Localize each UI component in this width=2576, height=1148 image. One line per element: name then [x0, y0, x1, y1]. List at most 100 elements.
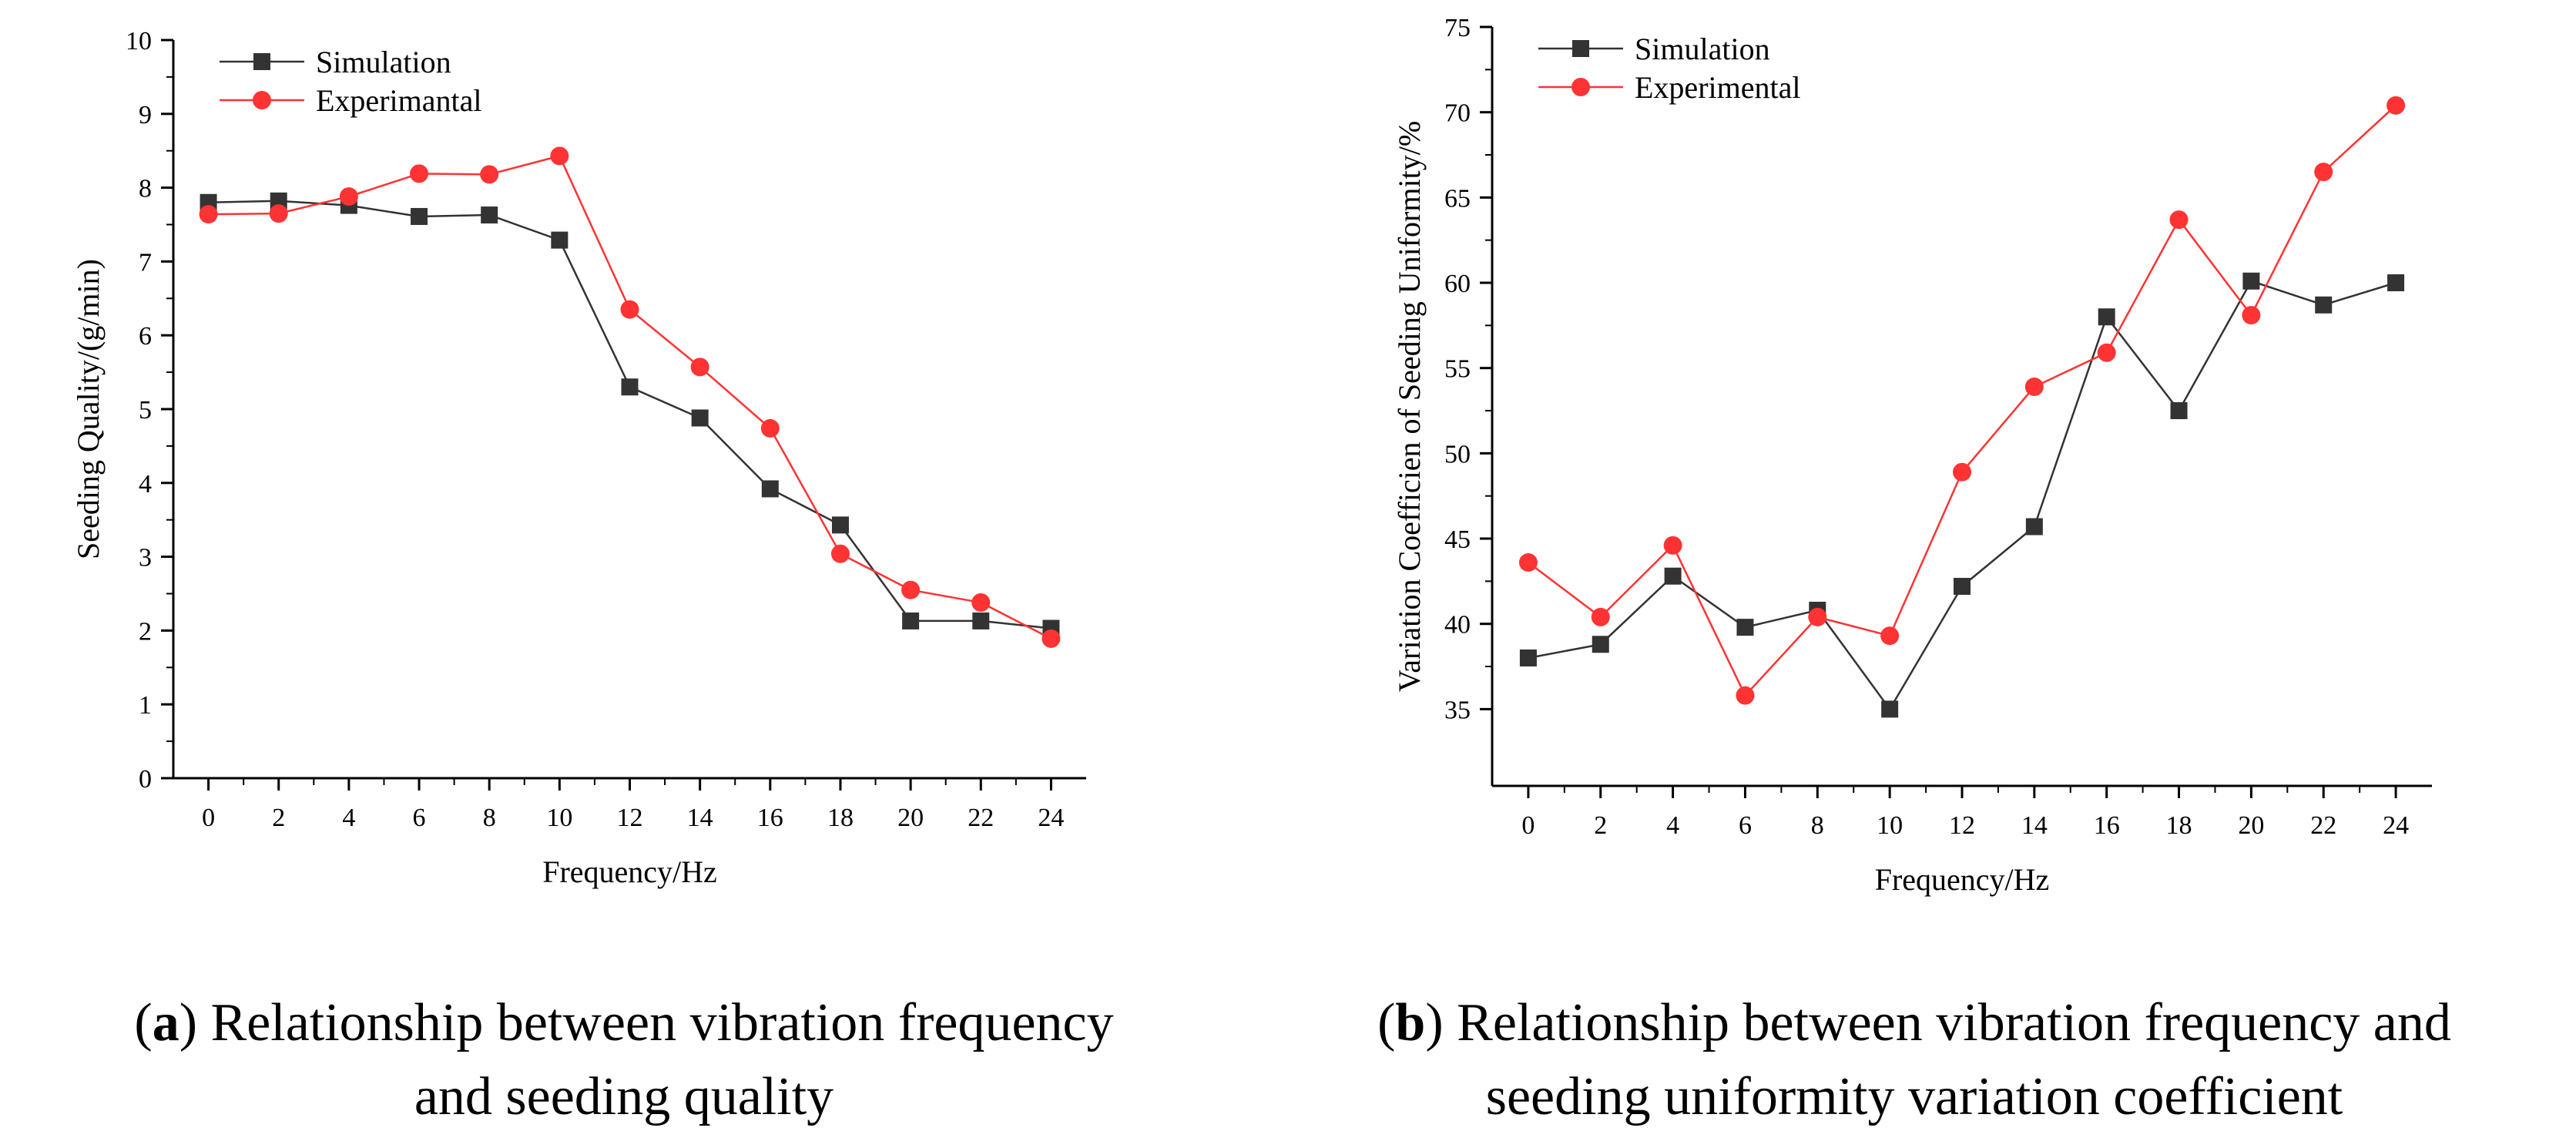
legend-marker: [253, 91, 271, 109]
series-line-1: [1528, 104, 2397, 697]
caption-a-text-line1: Relationship between vibration frequency: [197, 993, 1114, 1052]
x-tick-label: 4: [1666, 811, 1679, 840]
data-point: [2024, 378, 2044, 397]
x-tick-label: 8: [1811, 811, 1824, 840]
y-tick-label: 60: [1444, 270, 1471, 298]
y-axis-title: Variation Coefficien of Seeding Uniformi…: [1392, 121, 1427, 692]
y-tick-label: 45: [1444, 525, 1471, 554]
x-tick-label: 16: [757, 804, 783, 832]
x-tick-label: 12: [617, 804, 643, 832]
data-point: [269, 204, 288, 223]
x-tick-label: 24: [1038, 804, 1064, 832]
y-tick-label: 70: [1444, 99, 1471, 128]
y-tick-label: 1: [139, 691, 152, 720]
data-point: [1736, 686, 1755, 705]
y-tick-label: 6: [139, 322, 152, 351]
series-line-0: [208, 200, 1052, 629]
chart-panel-a: 0 2 4 6 8 10 12 14 16 18 20 22 24012345678910Frequen…: [71, 27, 1086, 889]
caption-a-text-line2: and seeding quality: [414, 1067, 834, 1126]
x-tick-label: 2: [1594, 811, 1607, 840]
data-point: [551, 231, 569, 249]
data-point: [831, 516, 849, 534]
caption-b-text-line2: seeding uniformity variation coefficient: [1485, 1067, 2343, 1126]
data-point: [2170, 402, 2188, 420]
data-point: [1518, 553, 1538, 572]
y-tick-label: 65: [1444, 184, 1471, 213]
data-point: [830, 544, 850, 563]
caption-b: (b) Relationship between vibration frequ…: [1263, 986, 2565, 1134]
y-axis-title: Seeding Quality/(g/min): [71, 259, 106, 559]
y-tick-label: 9: [139, 101, 152, 129]
data-point: [481, 206, 498, 224]
x-tick-label: 22: [968, 804, 994, 832]
x-tick-label: 20: [2238, 811, 2264, 840]
x-tick-label: 4: [342, 804, 355, 832]
legend-marker: [1572, 40, 1589, 57]
data-point: [1954, 578, 1971, 596]
data-point: [2025, 518, 2043, 535]
data-point: [1519, 649, 1537, 666]
x-tick-label: 24: [2383, 811, 2409, 840]
x-tick-label: 22: [2310, 811, 2336, 840]
x-axis-title: Frequency/Hz: [542, 854, 717, 889]
data-point: [1041, 629, 1061, 648]
y-tick-label: 50: [1444, 440, 1471, 468]
series-line-0: [1528, 280, 2397, 711]
data-point: [1881, 700, 1899, 718]
x-tick-label: 8: [483, 804, 496, 832]
data-point: [2242, 306, 2261, 325]
data-point: [2314, 163, 2333, 182]
data-point: [2242, 272, 2260, 290]
x-tick-label: 20: [897, 804, 924, 832]
data-point: [270, 192, 287, 210]
data-point: [1663, 535, 1682, 555]
data-point: [339, 187, 358, 206]
data-point: [2098, 308, 2115, 326]
data-point: [902, 612, 920, 629]
data-point: [2315, 296, 2333, 314]
x-tick-label: 14: [2021, 811, 2048, 840]
data-point: [2387, 274, 2405, 292]
legend-marker: [1571, 78, 1590, 96]
x-tick-label: 10: [546, 804, 572, 832]
x-tick-label: 12: [1949, 811, 1975, 840]
x-tick-label: 0: [1521, 811, 1535, 840]
data-point: [1664, 567, 1682, 585]
y-tick-label: 3: [139, 544, 152, 572]
x-tick-label: 14: [687, 804, 713, 832]
y-tick-label: 2: [139, 617, 152, 646]
data-point: [1808, 607, 1827, 626]
x-tick-label: 16: [2094, 811, 2120, 840]
y-tick-label: 40: [1444, 611, 1471, 639]
data-point: [972, 612, 990, 629]
caption-a: (a) Relationship between vibration frequ…: [46, 986, 1202, 1134]
data-point: [550, 146, 569, 166]
x-tick-label: 18: [2166, 811, 2192, 840]
legend-label: Experimantal: [316, 83, 481, 118]
y-tick-label: 5: [139, 396, 152, 425]
y-tick-label: 8: [139, 175, 152, 203]
data-point: [620, 300, 639, 319]
y-tick-label: 4: [139, 470, 152, 498]
data-point: [480, 165, 499, 184]
caption-b-label: b: [1395, 993, 1426, 1052]
x-tick-label: 18: [827, 804, 854, 832]
x-tick-label: 2: [272, 804, 285, 832]
data-point: [761, 480, 779, 498]
caption-b-text-line1: Relationship between vibration frequency…: [1443, 993, 2451, 1052]
x-axis-title: Frequency/Hz: [1875, 862, 2050, 897]
data-point: [410, 164, 429, 183]
data-point: [621, 378, 639, 396]
legend-label: Experimental: [1635, 70, 1800, 105]
data-point: [2386, 96, 2406, 115]
x-tick-label: 0: [202, 804, 215, 832]
data-point: [690, 357, 709, 377]
legend-label: Simulation: [1635, 32, 1770, 66]
data-point: [971, 592, 991, 612]
y-tick-label: 35: [1444, 696, 1471, 724]
series-line-1: [208, 154, 1052, 640]
y-tick-label: 55: [1444, 355, 1471, 384]
y-tick-label: 0: [139, 765, 152, 794]
data-point: [691, 409, 709, 427]
